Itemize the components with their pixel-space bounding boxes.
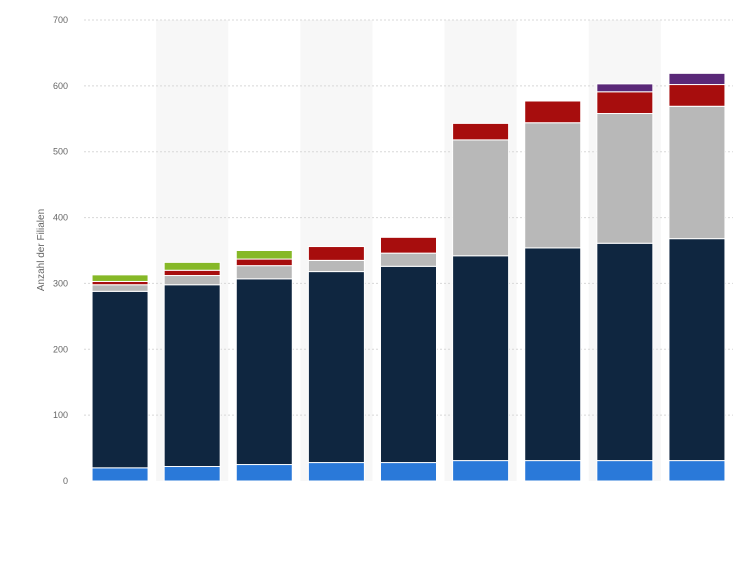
y-axis-ticks: 0 100 200 300 400 500 600 700 (53, 15, 68, 486)
bar-segment[interactable] (91, 284, 149, 292)
bar-segment[interactable] (235, 265, 293, 280)
bar-segment[interactable] (380, 462, 437, 482)
y-tick-label: 700 (53, 15, 68, 25)
bar-segment[interactable] (91, 467, 149, 482)
y-tick-label: 0 (63, 476, 68, 486)
bar-segment[interactable] (668, 72, 726, 86)
bar-segment[interactable] (235, 258, 293, 267)
bar-segment[interactable] (596, 113, 654, 244)
y-tick-label: 200 (53, 344, 68, 354)
bar-segment[interactable] (668, 84, 726, 107)
bar-segment[interactable] (235, 278, 293, 466)
bar-segment[interactable] (596, 83, 654, 93)
bar-segment[interactable] (380, 236, 437, 254)
bar-segment[interactable] (163, 269, 221, 277)
bar-segment[interactable] (452, 139, 510, 257)
bar-segment[interactable] (307, 259, 365, 273)
bar-segment[interactable] (307, 246, 365, 261)
y-tick-label: 400 (53, 213, 68, 223)
bar-segment[interactable] (668, 105, 726, 240)
bar-segment[interactable] (163, 284, 221, 468)
y-tick-label: 500 (53, 147, 68, 157)
bar-segment[interactable] (91, 274, 149, 282)
y-tick-label: 300 (53, 278, 68, 288)
bar-segment[interactable] (235, 464, 293, 482)
bar-segment[interactable] (596, 91, 654, 115)
bar-segment[interactable] (524, 460, 582, 482)
bar-segment[interactable] (524, 122, 582, 249)
bar-segment[interactable] (380, 265, 437, 464)
y-tick-label: 100 (53, 410, 68, 420)
bar-segment[interactable] (163, 261, 221, 271)
bar-segment[interactable] (524, 100, 582, 124)
bar-segment[interactable] (452, 460, 510, 482)
bar-segment[interactable] (380, 252, 437, 267)
bar-segment[interactable] (452, 122, 510, 141)
bar-segment[interactable] (163, 466, 221, 482)
y-tick-label: 600 (53, 81, 68, 91)
bar-segment[interactable] (668, 460, 726, 482)
bar-segment[interactable] (91, 290, 149, 469)
y-axis-label: Anzahl der Filialen (36, 209, 47, 291)
bar-segment[interactable] (307, 462, 365, 482)
bar-segment[interactable] (452, 255, 510, 462)
bar-segment[interactable] (524, 247, 582, 462)
bar-segment[interactable] (596, 460, 654, 482)
bar-segment[interactable] (307, 271, 365, 464)
bars (91, 72, 726, 482)
bar-segment[interactable] (163, 275, 221, 286)
bar-segment[interactable] (668, 238, 726, 462)
bar-segment[interactable] (596, 242, 654, 462)
bar-segment[interactable] (235, 250, 293, 260)
